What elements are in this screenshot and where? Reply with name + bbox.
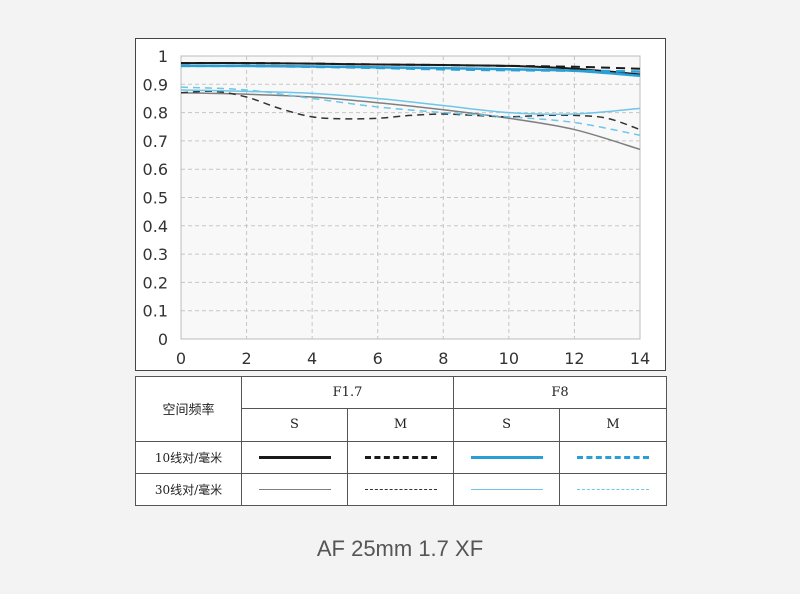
legend-sample <box>453 472 561 507</box>
spatial-frequency-header: 空间频率 <box>135 376 242 442</box>
row-label-10lp: 10线对/毫米 <box>135 440 242 474</box>
x-tick-label: 6 <box>373 349 383 368</box>
x-tick-label: 0 <box>176 349 186 368</box>
x-tick-label: 10 <box>499 349 519 368</box>
aperture-header-f8: F8 <box>453 375 668 410</box>
legend-sample <box>346 440 455 474</box>
legend-sample <box>453 440 561 474</box>
legend-line-f8-30-m <box>577 488 650 490</box>
y-tick-label: 0.4 <box>143 217 168 236</box>
y-tick-label: 0.8 <box>143 104 168 123</box>
type-header-s: S <box>241 408 348 442</box>
x-tick-label: 12 <box>564 349 584 368</box>
axes: 0 2 4 6 8 10 12 14 0 0.1 0.2 0.3 0.4 0.5 0.6 0.7 0.8 0.9 1 <box>143 47 651 368</box>
series-line-F17-10-m <box>180 62 641 70</box>
series-lines <box>180 62 641 151</box>
type-header-m: M <box>559 408 668 442</box>
series-line-F17-30-s <box>180 92 641 151</box>
legend-line-f17-30-m <box>364 488 437 490</box>
legend-sample <box>241 440 348 474</box>
legend-sample <box>559 472 668 507</box>
type-header-m: M <box>346 408 455 442</box>
x-tick-label: 2 <box>241 349 251 368</box>
y-tick-label: 0.5 <box>143 189 168 208</box>
legend-sample <box>241 472 348 507</box>
legend-sample <box>346 472 455 507</box>
y-tick-label: 0.2 <box>143 273 168 292</box>
y-tick-label: 0.7 <box>143 132 168 151</box>
y-tick-label: 0 <box>158 330 168 349</box>
legend-line-f8-10-m <box>577 455 650 459</box>
y-tick-label: 0.1 <box>143 302 168 321</box>
mtf-chart: 0 2 4 6 8 10 12 14 0 0.1 0.2 0.3 0.4 0.5 0.6 0.7 0.8 0.9 1 <box>135 38 666 371</box>
grid <box>181 56 640 339</box>
y-tick-label: 0.3 <box>143 245 168 264</box>
legend-line-f8-10-s <box>470 455 543 459</box>
type-header-s: S <box>453 408 561 442</box>
series-line-F8-30-m <box>180 86 641 136</box>
legend-line-f8-30-s <box>470 488 543 490</box>
lens-caption: AF 25mm 1.7 XF <box>316 536 484 561</box>
series-line-F8-10-m <box>180 64 641 73</box>
legend-table: 空间频率 F1.7 F8 S M S M 10线对/毫米 30线对/毫米 <box>135 375 668 507</box>
y-tick-label: 0.9 <box>143 75 168 94</box>
legend-line-f17-30-s <box>258 488 331 490</box>
series-line-F17-30-m <box>180 90 641 131</box>
aperture-header-f17: F1.7 <box>240 375 455 410</box>
plot-area <box>180 55 641 340</box>
legend-sample <box>559 440 668 474</box>
legend-line-f17-10-m <box>364 455 437 459</box>
y-tick-label: 1 <box>158 47 168 66</box>
x-tick-label: 14 <box>630 349 650 368</box>
x-tick-label: 8 <box>438 349 448 368</box>
legend-line-f17-10-s <box>258 455 331 459</box>
x-tick-label: 4 <box>307 349 317 368</box>
y-tick-label: 0.6 <box>143 160 168 179</box>
series-line-F8-30-s <box>180 89 641 116</box>
row-label-30lp: 30线对/毫米 <box>135 472 242 507</box>
